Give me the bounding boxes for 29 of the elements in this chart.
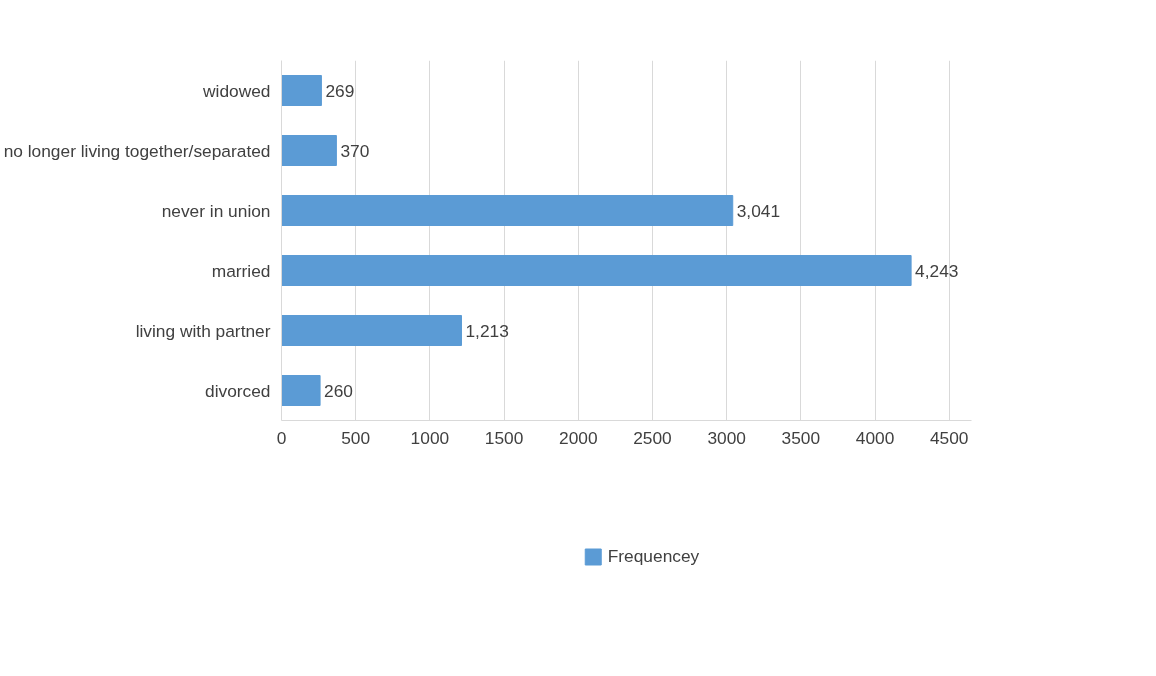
y-tick-label: never in union <box>161 200 271 221</box>
data-label: 4,243 <box>915 260 959 281</box>
y-tick-label: living with partner <box>135 320 271 341</box>
y-tick-label: widowed <box>202 80 271 101</box>
y-tick-label: married <box>211 260 271 281</box>
bar <box>281 255 912 286</box>
bar <box>281 75 322 106</box>
x-tick-label: 4000 <box>855 427 895 448</box>
bar <box>281 195 734 226</box>
x-tick-label: 1000 <box>410 427 450 448</box>
data-label: 370 <box>340 140 370 161</box>
bar <box>281 315 462 346</box>
data-label: 3,041 <box>736 200 781 221</box>
y-tick-label: divorced <box>205 380 271 401</box>
x-tick-label: 0 <box>276 427 287 448</box>
x-tick-label: 500 <box>341 427 371 448</box>
legend-label: Frequencey <box>607 545 700 567</box>
bar <box>281 375 321 406</box>
x-tick-label: 1500 <box>484 427 524 448</box>
y-tick-label: no longer living together/separated <box>3 140 271 161</box>
x-tick-label: 2000 <box>559 427 598 448</box>
bar <box>281 135 337 166</box>
data-label: 269 <box>325 80 355 101</box>
x-tick-label: 2500 <box>633 427 672 448</box>
data-label: 1,213 <box>465 320 509 341</box>
x-tick-label: 3500 <box>781 427 821 448</box>
x-tick-label: 4500 <box>929 427 969 448</box>
data-label: 260 <box>324 380 353 401</box>
x-tick-label: 3000 <box>707 427 746 448</box>
